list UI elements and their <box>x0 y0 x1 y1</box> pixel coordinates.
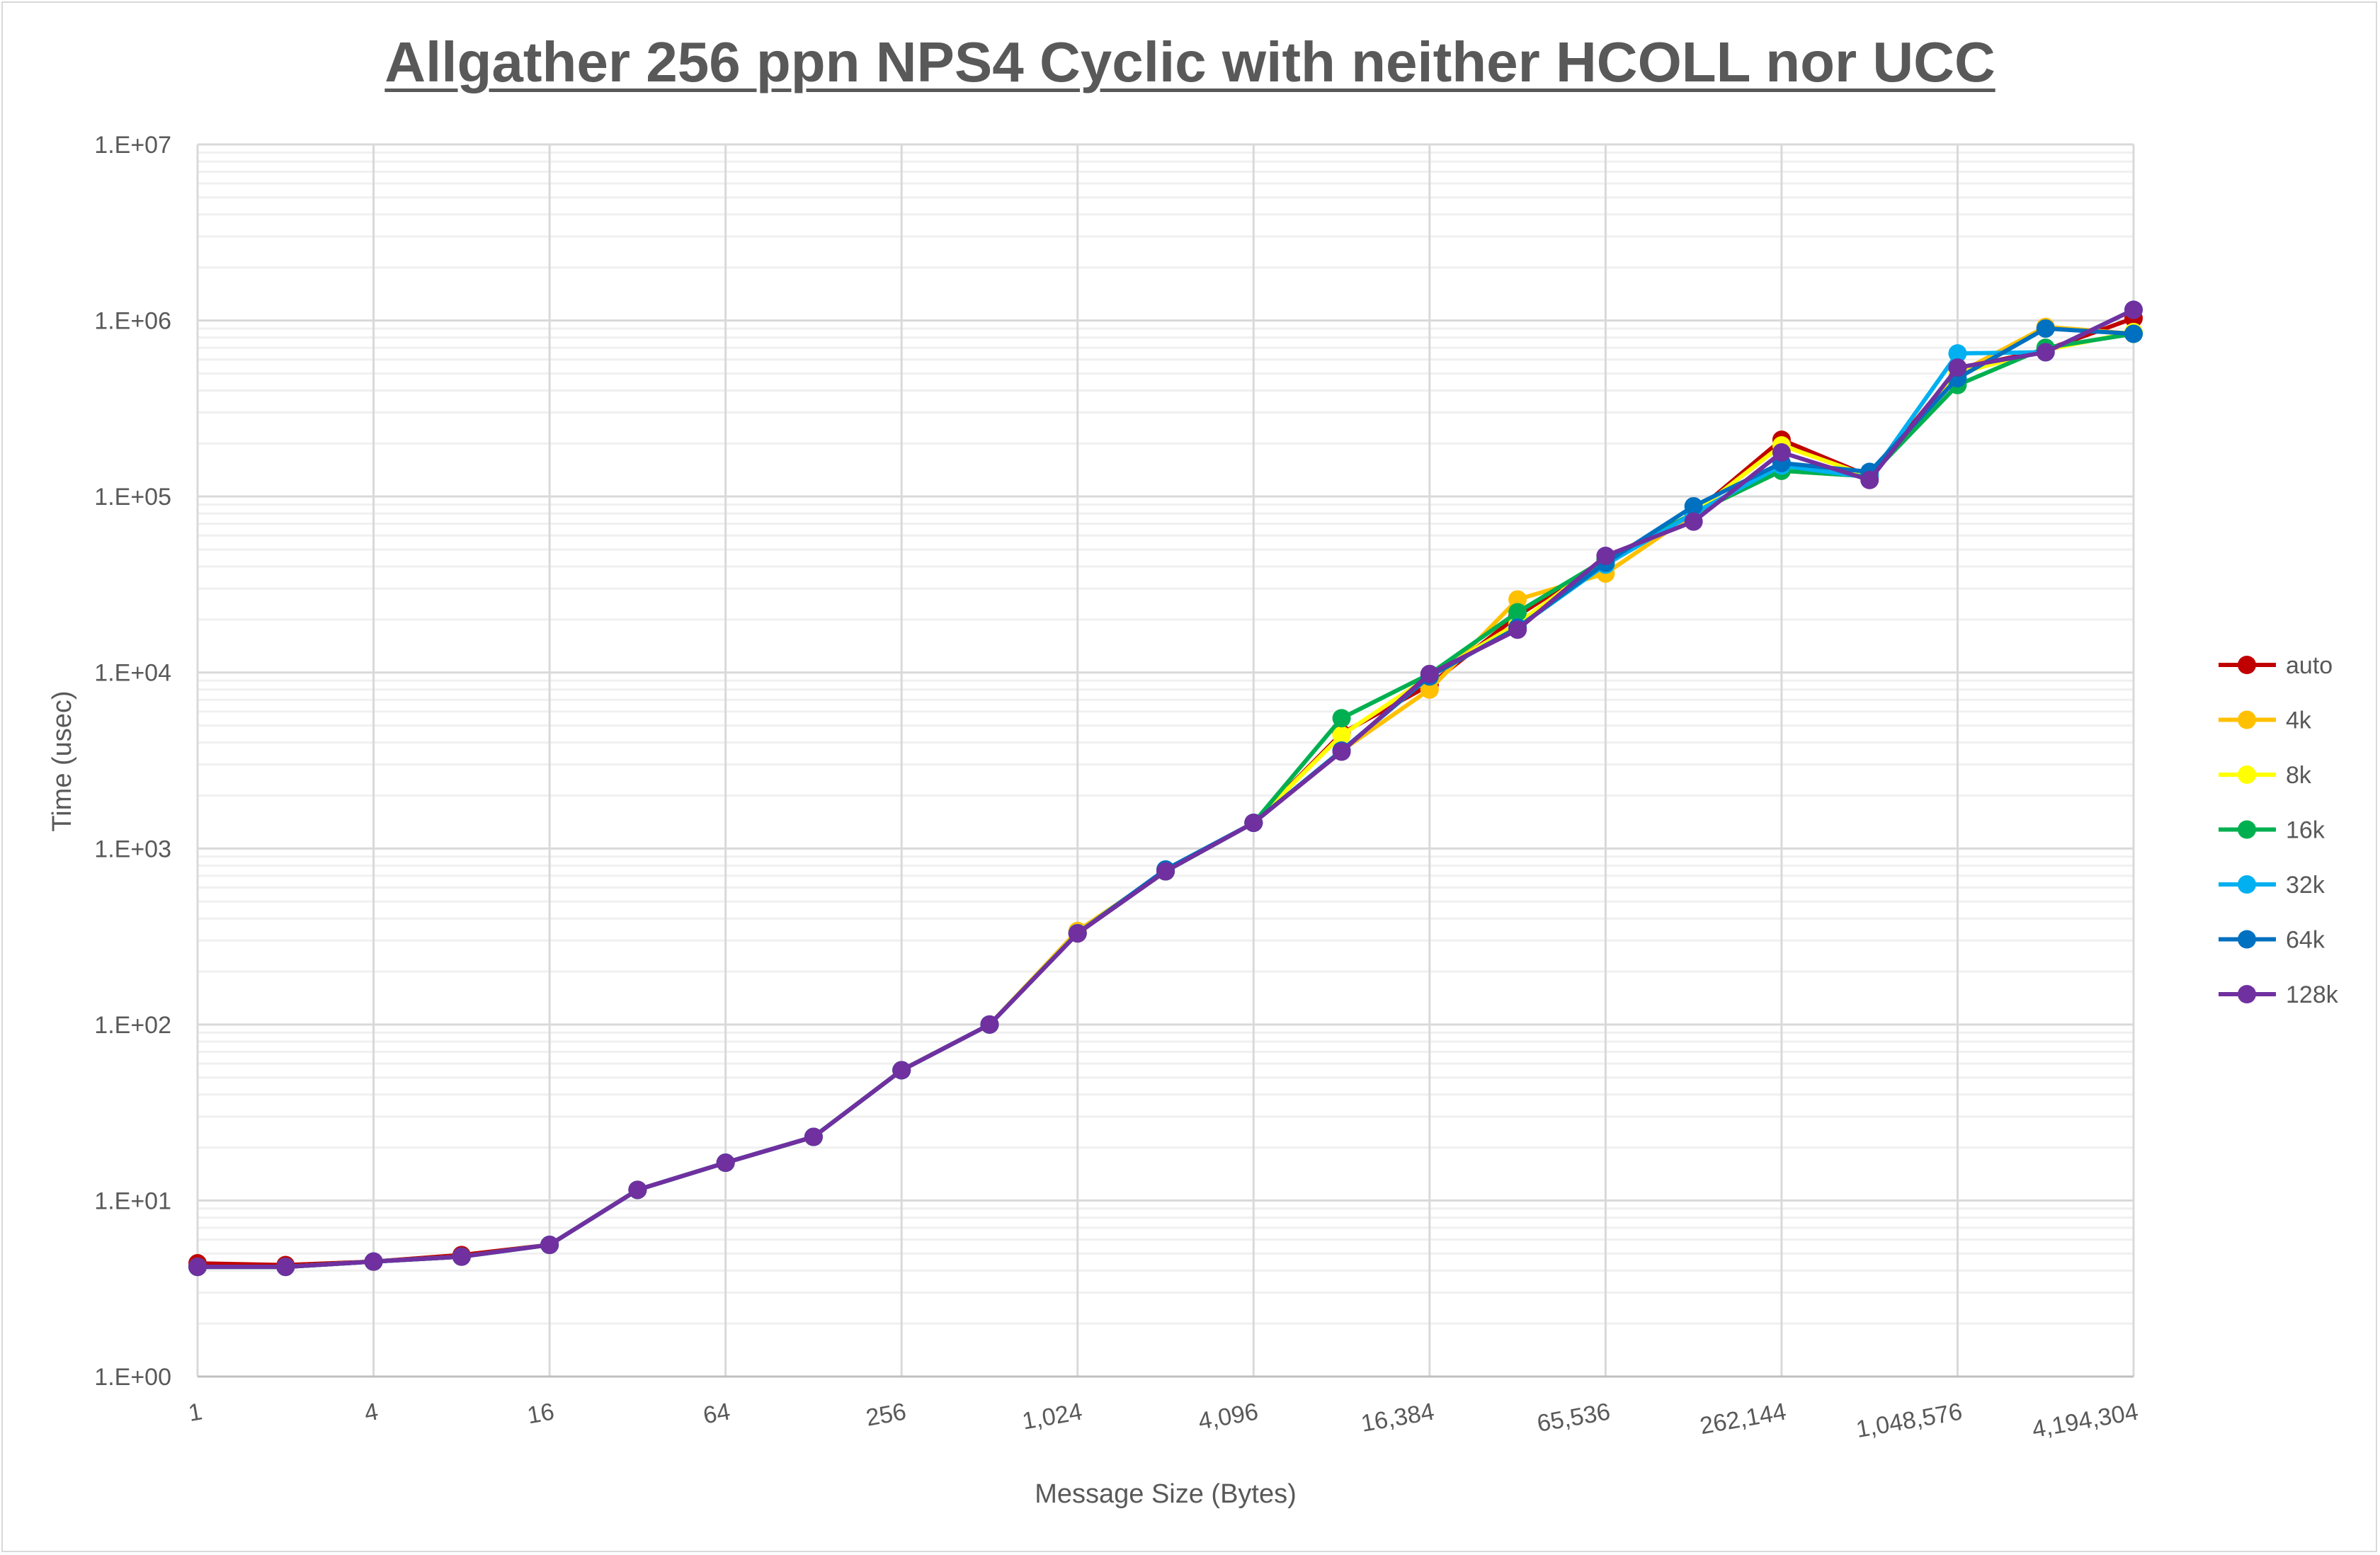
data-point-128k <box>276 1258 295 1277</box>
legend-label-8k: 8k <box>2286 762 2312 789</box>
legend-marker-4k <box>2238 710 2256 729</box>
x-tick-label: 4 <box>363 1398 380 1427</box>
data-point-128k <box>364 1252 383 1271</box>
data-point-128k <box>2036 343 2055 362</box>
data-point-128k <box>540 1236 559 1255</box>
series-line-auto <box>197 316 2135 1268</box>
series-lines <box>188 300 2143 1277</box>
y-tick-label: 1.E+02 <box>94 1012 171 1039</box>
series-64k <box>188 319 2143 1277</box>
series-128k <box>188 300 2143 1277</box>
legend-marker-8k <box>2238 765 2256 784</box>
y-tick-label: 1.E+07 <box>94 132 171 159</box>
data-point-8k <box>1332 726 1351 745</box>
y-tick-label: 1.E+06 <box>94 308 171 335</box>
legend-marker-32k <box>2238 875 2256 894</box>
data-point-128k <box>1948 358 1967 377</box>
x-tick-label: 256 <box>864 1398 908 1431</box>
series-line-128k <box>198 307 2135 1270</box>
data-point-128k <box>892 1061 911 1080</box>
data-point-128k <box>1420 664 1439 683</box>
data-point-32k <box>1948 344 1967 363</box>
legend-label-128k: 128k <box>2286 981 2339 1008</box>
x-tick-label: 4,096 <box>1196 1398 1260 1435</box>
data-point-64k <box>1684 496 1703 516</box>
x-tick-label: 16 <box>525 1398 557 1429</box>
data-point-128k <box>1156 862 1175 881</box>
data-point-128k <box>804 1127 823 1146</box>
y-tick-label: 1.E+05 <box>94 484 171 511</box>
series-8k <box>188 322 2143 1277</box>
data-point-128k <box>1860 470 1879 489</box>
x-tick-label: 1,024 <box>1020 1398 1084 1435</box>
legend-label-64k: 64k <box>2286 927 2325 954</box>
x-axis-title: Message Size (Bytes) <box>1035 1479 1297 1509</box>
x-tick-label: 262,144 <box>1698 1398 1789 1440</box>
data-point-128k <box>188 1258 207 1277</box>
legend-label-32k: 32k <box>2286 872 2325 899</box>
y-tick-label: 1.E+03 <box>94 836 171 862</box>
data-point-64k <box>2036 319 2055 338</box>
data-point-128k <box>1332 742 1351 761</box>
series-32k <box>188 300 2143 1277</box>
series-auto <box>188 309 2143 1275</box>
data-point-16k <box>1332 709 1351 728</box>
data-point-4k <box>1420 680 1439 699</box>
data-point-128k <box>716 1154 735 1173</box>
data-point-128k <box>1244 813 1263 832</box>
x-tick-label: 4,194,304 <box>2030 1398 2141 1443</box>
data-point-128k <box>1596 546 1615 565</box>
legend-label-4k: 4k <box>2286 707 2312 734</box>
legend-marker-16k <box>2238 820 2256 839</box>
series-line-64k <box>198 326 2134 1270</box>
x-tick-label: 65,536 <box>1535 1398 1612 1437</box>
legend-marker-64k <box>2238 930 2256 949</box>
y-tick-label: 1.E+01 <box>94 1187 171 1214</box>
legend-marker-auto <box>2238 656 2256 674</box>
data-point-4k <box>1508 590 1527 609</box>
data-point-128k <box>1684 512 1703 531</box>
y-tick-label: 1.E+04 <box>94 660 171 687</box>
chart-title: Allgather 256 ppn NPS4 Cyclic with neith… <box>385 30 1995 93</box>
data-point-128k <box>980 1015 999 1034</box>
data-point-16k <box>1508 603 1527 622</box>
data-point-128k <box>628 1180 647 1200</box>
legend-marker-128k <box>2238 985 2256 1003</box>
y-tick-label: 1.E+00 <box>94 1364 171 1391</box>
data-point-128k <box>1772 443 1791 462</box>
legend: auto 4k 8k 16k 32k 64k 128k <box>2219 652 2339 1008</box>
legend-label-16k: 16k <box>2286 817 2325 844</box>
series-line-32k <box>198 307 2135 1270</box>
data-point-128k <box>1508 620 1527 639</box>
data-point-128k <box>2124 300 2143 319</box>
x-tick-label: 1 <box>186 1398 204 1427</box>
x-tick-label: 64 <box>701 1398 732 1429</box>
gridlines <box>196 143 2135 1378</box>
x-tick-label: 16,384 <box>1359 1398 1436 1437</box>
data-point-64k <box>2124 324 2143 343</box>
y-axis-title: Time (usec) <box>47 690 77 831</box>
series-4k <box>188 317 2143 1277</box>
x-tick-label: 1,048,576 <box>1854 1398 1964 1443</box>
legend-label-auto: auto <box>2286 652 2333 679</box>
data-point-128k <box>1068 924 1087 943</box>
data-point-128k <box>452 1247 471 1266</box>
